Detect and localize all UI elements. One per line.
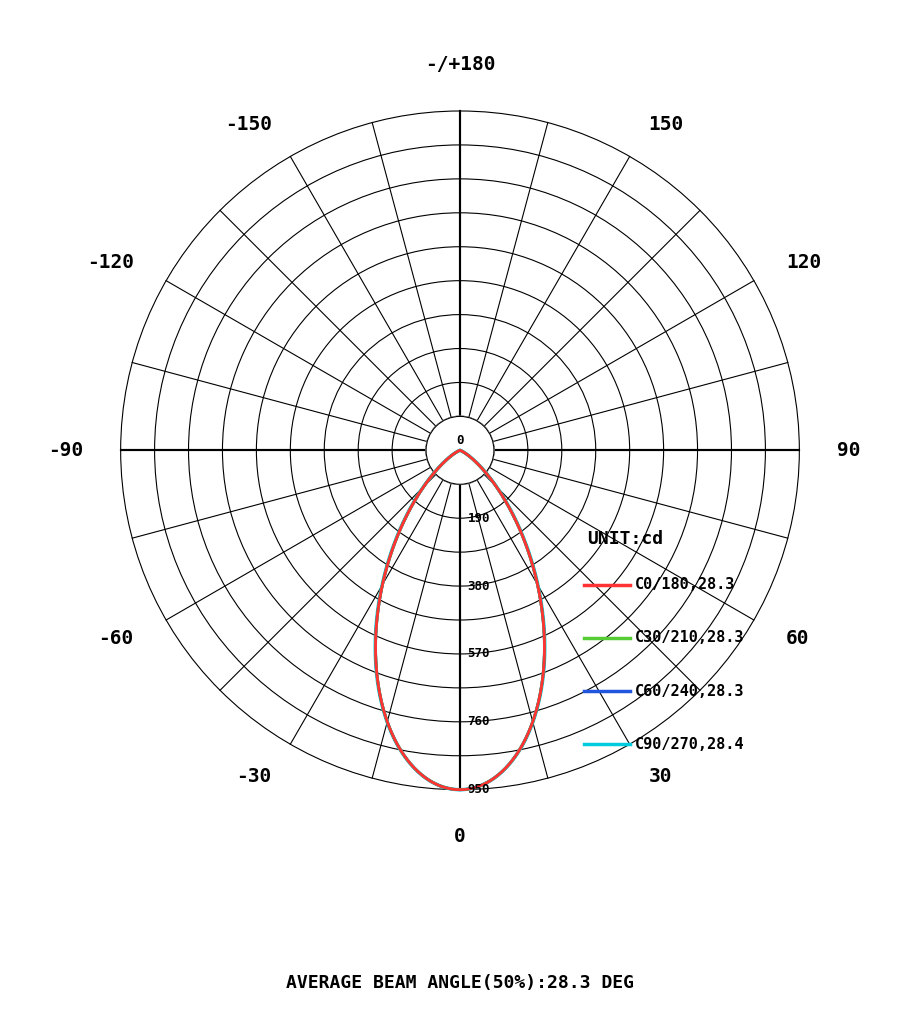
Text: C90/270,28.4: C90/270,28.4 bbox=[634, 737, 743, 752]
Text: 570: 570 bbox=[467, 647, 490, 660]
Text: 30: 30 bbox=[648, 767, 671, 786]
Text: AVERAGE BEAM ANGLE(50%):28.3 DEG: AVERAGE BEAM ANGLE(50%):28.3 DEG bbox=[286, 974, 633, 992]
Text: 950: 950 bbox=[467, 783, 490, 797]
Text: 120: 120 bbox=[786, 253, 821, 271]
Text: -120: -120 bbox=[86, 253, 133, 271]
Circle shape bbox=[425, 417, 494, 484]
Text: 380: 380 bbox=[467, 580, 490, 593]
Text: -30: -30 bbox=[236, 767, 271, 786]
Text: 760: 760 bbox=[467, 716, 490, 728]
Text: -/+180: -/+180 bbox=[425, 54, 494, 74]
Text: 150: 150 bbox=[648, 115, 683, 134]
Text: C30/210,28.3: C30/210,28.3 bbox=[634, 631, 743, 645]
Text: -90: -90 bbox=[48, 441, 84, 460]
Text: UNIT:cd: UNIT:cd bbox=[587, 529, 663, 548]
Text: C60/240,28.3: C60/240,28.3 bbox=[634, 684, 743, 698]
Text: 90: 90 bbox=[835, 441, 859, 460]
Text: 60: 60 bbox=[786, 629, 809, 648]
Text: 0: 0 bbox=[454, 827, 465, 846]
Text: 190: 190 bbox=[467, 512, 490, 524]
Text: C0/180,28.3: C0/180,28.3 bbox=[634, 578, 734, 592]
Text: 0: 0 bbox=[456, 433, 463, 446]
Text: -150: -150 bbox=[224, 115, 271, 134]
Text: -60: -60 bbox=[98, 629, 133, 648]
